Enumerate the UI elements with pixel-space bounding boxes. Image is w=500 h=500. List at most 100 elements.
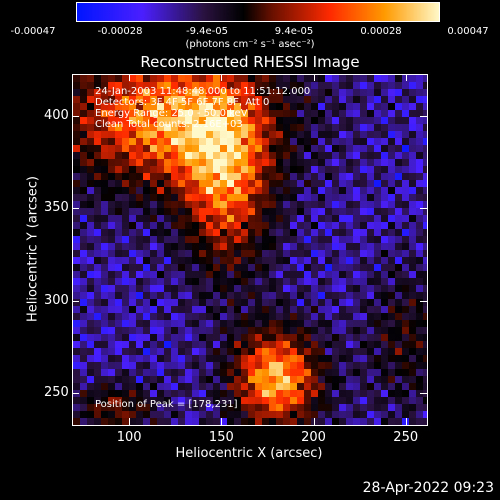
- heatmap-cell: [262, 411, 270, 419]
- heatmap-cell: [234, 131, 242, 139]
- y-tick-mark: [420, 208, 427, 210]
- heatmap-cell: [234, 145, 242, 153]
- heatmap-cell: [346, 341, 354, 349]
- heatmap-cell: [94, 201, 102, 209]
- heatmap-cell: [192, 257, 200, 265]
- heatmap-cell: [143, 250, 151, 258]
- heatmap-cell: [388, 418, 396, 425]
- heatmap-cell: [80, 75, 88, 83]
- heatmap-cell: [108, 313, 116, 321]
- heatmap-cell: [241, 222, 249, 230]
- heatmap-cell: [108, 278, 116, 286]
- heatmap-cell: [157, 75, 165, 83]
- heatmap-cell: [297, 152, 305, 160]
- heatmap-cell: [108, 271, 116, 279]
- heatmap-cell: [164, 166, 172, 174]
- heatmap-cell: [360, 271, 368, 279]
- heatmap-cell: [381, 215, 389, 223]
- heatmap-cell: [416, 201, 424, 209]
- heatmap-cell: [367, 96, 375, 104]
- heatmap-cell: [206, 376, 214, 384]
- heatmap-cell: [304, 208, 312, 216]
- heatmap-cell: [115, 208, 123, 216]
- heatmap-cell: [374, 355, 382, 363]
- heatmap-cell: [213, 201, 221, 209]
- heatmap-cell: [318, 82, 326, 90]
- heatmap-cell: [416, 383, 424, 391]
- heatmap-cell: [80, 264, 88, 272]
- heatmap-cell: [248, 166, 256, 174]
- heatmap-cell: [409, 110, 417, 118]
- heatmap-cell: [73, 117, 81, 125]
- heatmap-image: [73, 75, 427, 425]
- heatmap-cell: [374, 159, 382, 167]
- heatmap-cell: [332, 292, 340, 300]
- heatmap-cell: [367, 103, 375, 111]
- heatmap-cell: [171, 131, 179, 139]
- heatmap-cell: [304, 138, 312, 146]
- heatmap-cell: [332, 131, 340, 139]
- heatmap-cell: [220, 138, 228, 146]
- heatmap-cell: [143, 285, 151, 293]
- heatmap-cell: [241, 131, 249, 139]
- heatmap-cell: [325, 418, 333, 425]
- heatmap-cell: [304, 362, 312, 370]
- heatmap-cell: [122, 159, 130, 167]
- heatmap-cell: [150, 397, 158, 405]
- heatmap-cell: [409, 180, 417, 188]
- heatmap-cell: [248, 103, 256, 111]
- heatmap-cell: [416, 110, 424, 118]
- heatmap-cell: [297, 334, 305, 342]
- heatmap-cell: [199, 418, 207, 425]
- heatmap-cell: [227, 222, 235, 230]
- heatmap-cell: [136, 299, 144, 307]
- heatmap-cell: [185, 334, 193, 342]
- heatmap-cell: [136, 103, 144, 111]
- heatmap-cell: [423, 222, 427, 230]
- heatmap-cell: [402, 131, 410, 139]
- heatmap-cell: [388, 173, 396, 181]
- heatmap-cell: [255, 180, 263, 188]
- heatmap-cell: [178, 194, 186, 202]
- heatmap-cell: [416, 264, 424, 272]
- heatmap-cell: [143, 278, 151, 286]
- heatmap-cell: [185, 355, 193, 363]
- heatmap-cell: [402, 292, 410, 300]
- y-tick-mark: [72, 392, 79, 394]
- heatmap-cell: [94, 285, 102, 293]
- heatmap-cell: [192, 173, 200, 181]
- heatmap-cell: [311, 138, 319, 146]
- heatmap-cell: [136, 285, 144, 293]
- heatmap-cell: [213, 194, 221, 202]
- heatmap-cell: [164, 131, 172, 139]
- heatmap-cell: [73, 138, 81, 146]
- heatmap-cell: [318, 271, 326, 279]
- heatmap-cell: [164, 250, 172, 258]
- heatmap-cell: [213, 376, 221, 384]
- heatmap-cell: [94, 390, 102, 398]
- heatmap-cell: [311, 376, 319, 384]
- heatmap-cell: [171, 96, 179, 104]
- heatmap-cell: [115, 166, 123, 174]
- heatmap-cell: [255, 110, 263, 118]
- heatmap-cell: [157, 194, 165, 202]
- heatmap-cell: [129, 117, 137, 125]
- heatmap-cell: [367, 285, 375, 293]
- heatmap-cell: [129, 418, 137, 425]
- heatmap-cell: [332, 229, 340, 237]
- heatmap-cell: [255, 138, 263, 146]
- heatmap-cell: [115, 215, 123, 223]
- heatmap-cell: [171, 145, 179, 153]
- heatmap-cell: [367, 376, 375, 384]
- heatmap-cell: [80, 250, 88, 258]
- heatmap-cell: [423, 194, 427, 202]
- heatmap-cell: [157, 236, 165, 244]
- heatmap-cell: [304, 75, 312, 83]
- heatmap-cell: [374, 369, 382, 377]
- heatmap-cell: [129, 194, 137, 202]
- heatmap-cell: [381, 243, 389, 251]
- heatmap-cell: [255, 250, 263, 258]
- heatmap-cell: [402, 257, 410, 265]
- heatmap-cell: [150, 250, 158, 258]
- heatmap-cell: [129, 82, 137, 90]
